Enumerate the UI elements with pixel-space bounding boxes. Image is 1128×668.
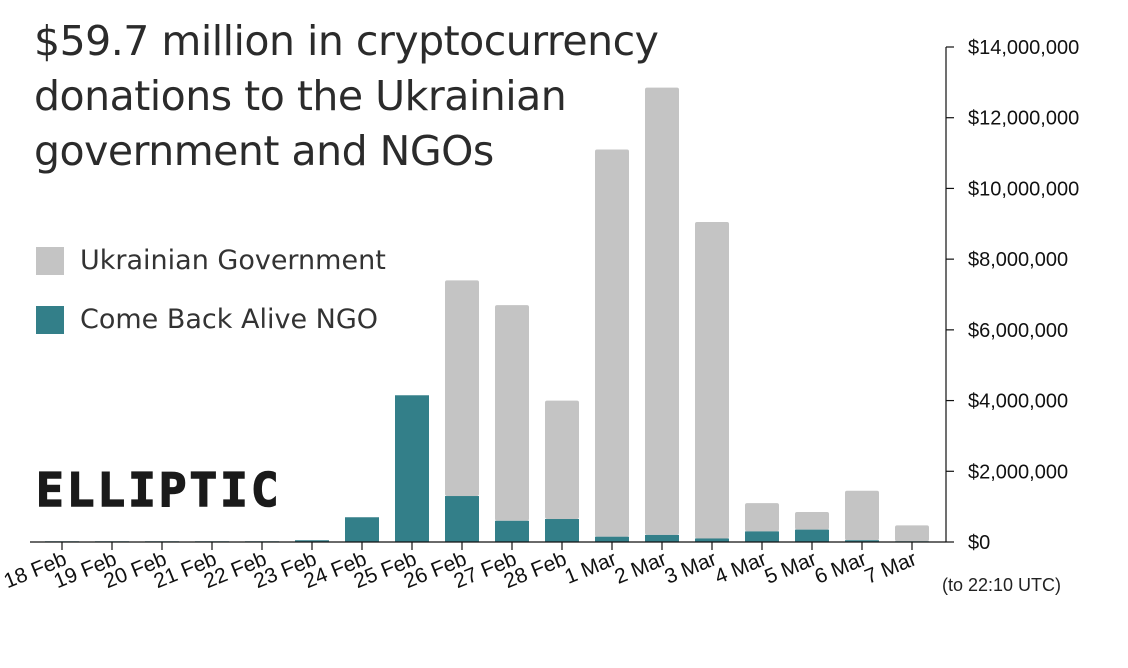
- y-tick-label: $4,000,000: [968, 391, 1068, 413]
- legend-swatch-government: [36, 246, 64, 275]
- bar-ngo: [345, 517, 379, 542]
- bar-ngo: [545, 519, 579, 542]
- bar-ngo: [295, 540, 329, 542]
- bar-ngo: [645, 534, 679, 542]
- bar-government: [595, 149, 629, 537]
- bar-ngo: [495, 520, 529, 542]
- legend-item-ngo: Come Back Alive NGO: [36, 304, 378, 335]
- bar-government: [845, 490, 879, 541]
- y-tick-labels: $0 $2,000,000 $4,000,000 $6,000,000 $8,000,0…: [968, 37, 1079, 554]
- logo-text: ELLIPTIC: [36, 468, 282, 512]
- bar-ngo: [745, 531, 779, 542]
- x-tick-label: 7 Mar: [861, 547, 919, 588]
- chart-title: $59.7 million in cryptocurrency donation…: [34, 14, 734, 179]
- bar-ngo: [845, 540, 879, 542]
- y-tick-label: $0: [968, 532, 990, 554]
- axes-group: [30, 46, 954, 550]
- bar-ngo: [695, 538, 729, 542]
- y-tick-label: $14,000,000: [968, 37, 1079, 59]
- bar-ngo: [795, 529, 829, 542]
- time-note: (to 22:10 UTC): [942, 575, 1062, 595]
- title-line-2: donations to the Ukrainian: [34, 72, 567, 120]
- title-line-3: government and NGOs: [34, 127, 494, 175]
- y-tick-label: $10,000,000: [968, 178, 1079, 200]
- bar-ngo: [595, 536, 629, 542]
- bar-government: [445, 280, 479, 497]
- legend-item-government: Ukrainian Government: [36, 245, 386, 276]
- legend-swatch-ngo: [36, 305, 64, 334]
- legend-label-government: Ukrainian Government: [80, 245, 386, 276]
- bar-government: [645, 87, 679, 535]
- bar-government: [545, 400, 579, 520]
- y-tick-label: $8,000,000: [968, 249, 1068, 271]
- bar-ngo: [395, 395, 429, 542]
- bar-government: [795, 511, 829, 530]
- bar-government: [495, 305, 529, 521]
- bars-group: [45, 87, 929, 542]
- y-tick-label: $12,000,000: [968, 108, 1079, 130]
- y-tick-label: $6,000,000: [968, 320, 1068, 342]
- y-tick-label: $2,000,000: [968, 461, 1068, 483]
- bar-government: [745, 503, 779, 532]
- legend-label-ngo: Come Back Alive NGO: [80, 304, 379, 335]
- title-line-1: $59.7 million in cryptocurrency: [34, 17, 659, 65]
- bar-ngo: [445, 496, 479, 542]
- elliptic-logo: ELLIPTIC: [35, 462, 326, 518]
- bar-government: [895, 525, 929, 542]
- bar-government: [695, 222, 729, 539]
